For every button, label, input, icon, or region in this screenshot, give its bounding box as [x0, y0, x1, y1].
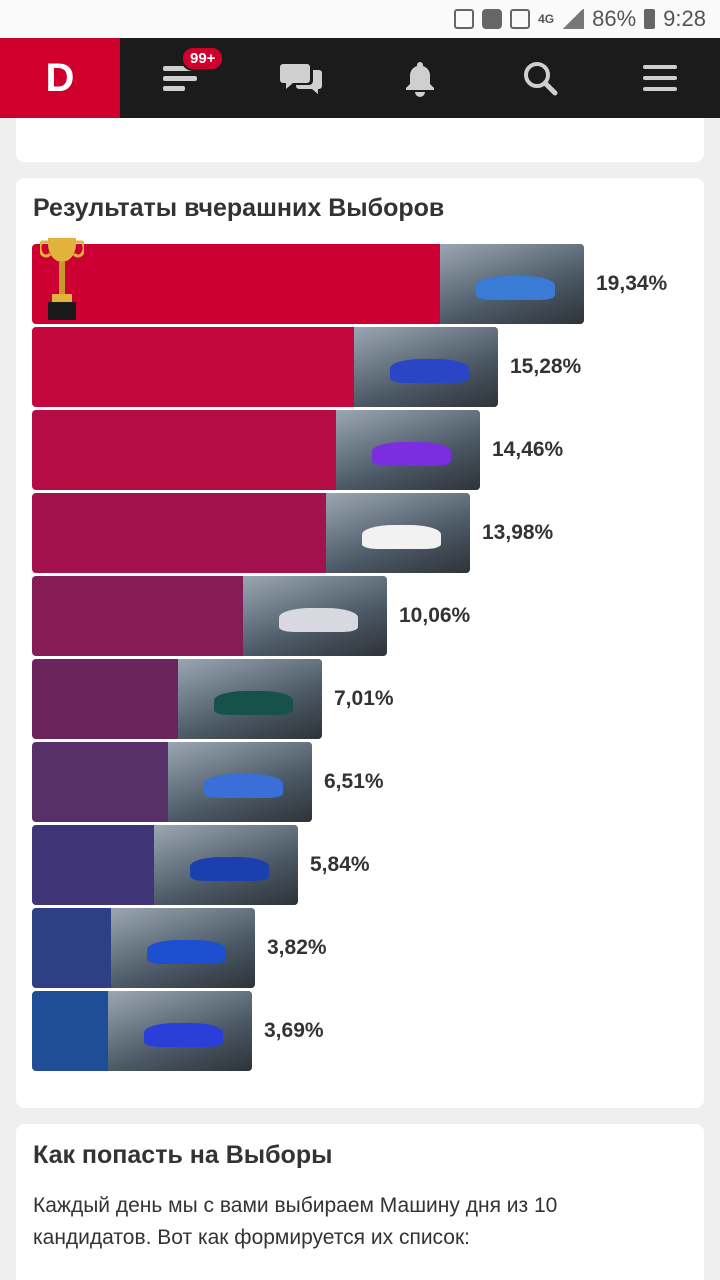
- logo[interactable]: D: [0, 38, 120, 118]
- menu-icon: [643, 65, 677, 91]
- car-thumbnail[interactable]: [326, 493, 470, 573]
- result-percentage: 15,28%: [510, 355, 582, 378]
- chat-icon: [280, 64, 322, 94]
- result-percentage: 3,69%: [264, 1019, 324, 1042]
- result-bar[interactable]: [32, 244, 584, 324]
- result-row[interactable]: 13,98%: [32, 493, 580, 573]
- result-row[interactable]: 10,06%: [32, 576, 497, 656]
- car-icon: [279, 608, 359, 632]
- car-icon: [214, 691, 294, 715]
- result-percentage: 14,46%: [492, 438, 564, 461]
- result-percentage: 19,34%: [596, 272, 668, 295]
- phone-icon: [482, 8, 503, 30]
- result-bar[interactable]: [32, 825, 298, 905]
- car-thumbnail[interactable]: [108, 991, 252, 1071]
- feed-button[interactable]: 99+: [145, 38, 225, 118]
- results-card: Результаты вчерашних Выборов 19,34% 15,28…: [16, 178, 704, 1108]
- how-to-text: Каждый день мы с вами выбираем Машину дн…: [33, 1194, 558, 1249]
- result-bar[interactable]: [32, 659, 322, 739]
- result-row[interactable]: 3,69%: [32, 991, 362, 1071]
- bell-icon: [406, 62, 434, 97]
- app-header: D 99+: [0, 38, 720, 118]
- result-row[interactable]: 3,82%: [32, 908, 365, 988]
- car-thumbnail[interactable]: [154, 825, 298, 905]
- result-row[interactable]: 15,28%: [32, 327, 608, 407]
- car-icon: [362, 525, 442, 549]
- car-thumbnail[interactable]: [440, 244, 584, 324]
- trophy-icon: [40, 238, 84, 320]
- car-thumbnail[interactable]: [168, 742, 312, 822]
- car-thumbnail[interactable]: [354, 327, 498, 407]
- car-icon: [144, 1023, 224, 1047]
- clock: 9:28: [663, 6, 706, 31]
- car-icon: [204, 774, 284, 798]
- result-percentage: 3,82%: [267, 936, 327, 959]
- signal-box-icon: [510, 8, 531, 30]
- network-type: 4G: [538, 11, 555, 26]
- result-row[interactable]: 14,46%: [32, 410, 590, 490]
- chat-button[interactable]: [266, 38, 336, 118]
- menu-button[interactable]: [625, 38, 695, 118]
- result-bar[interactable]: [32, 991, 252, 1071]
- save-icon: [454, 8, 475, 30]
- battery-icon: [644, 8, 656, 30]
- signal-icon: [562, 8, 585, 30]
- car-icon: [190, 857, 270, 881]
- result-bar[interactable]: [32, 493, 470, 573]
- search-button[interactable]: [505, 38, 575, 118]
- car-thumbnail[interactable]: [178, 659, 322, 739]
- results-title: Результаты вчерашних Выборов: [33, 194, 445, 222]
- feed-badge: 99+: [181, 46, 225, 71]
- notifications-button[interactable]: [385, 38, 455, 118]
- car-thumbnail[interactable]: [111, 908, 255, 988]
- result-percentage: 7,01%: [334, 687, 394, 710]
- result-percentage: 10,06%: [399, 604, 471, 627]
- previous-card: [16, 118, 704, 162]
- result-row[interactable]: 19,34%: [32, 238, 694, 324]
- result-percentage: 13,98%: [482, 521, 554, 544]
- result-bar[interactable]: [32, 908, 255, 988]
- car-icon: [147, 940, 227, 964]
- result-percentage: 6,51%: [324, 770, 384, 793]
- result-bar[interactable]: [32, 742, 312, 822]
- result-bar[interactable]: [32, 327, 498, 407]
- status-bar: 4G 86% 9:28: [0, 0, 720, 38]
- result-row[interactable]: 5,84%: [32, 825, 408, 905]
- result-bar[interactable]: [32, 576, 387, 656]
- result-row[interactable]: 6,51%: [32, 742, 422, 822]
- car-thumbnail[interactable]: [336, 410, 480, 490]
- result-row[interactable]: 7,01%: [32, 659, 432, 739]
- how-to-card: Как попасть на Выборы Каждый день мы с в…: [16, 1124, 704, 1280]
- battery-percent: 86%: [592, 6, 637, 31]
- car-icon: [372, 442, 452, 466]
- result-bar[interactable]: [32, 410, 480, 490]
- car-thumbnail[interactable]: [243, 576, 387, 656]
- result-percentage: 5,84%: [310, 853, 370, 876]
- car-icon: [390, 359, 470, 383]
- how-to-title: Как попасть на Выборы: [33, 1141, 333, 1169]
- search-icon: [524, 62, 558, 96]
- car-icon: [476, 276, 556, 300]
